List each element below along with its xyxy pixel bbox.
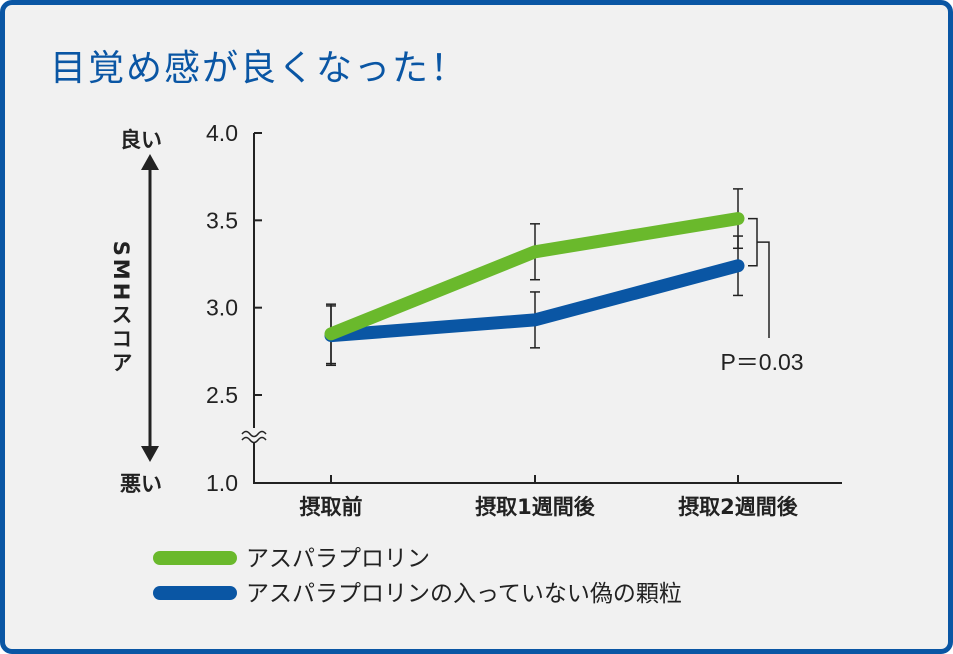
bracket-line <box>748 217 758 267</box>
y-axis-label: SMHスコア <box>109 241 133 376</box>
data-point <box>534 250 536 253</box>
x-tick-label: 摂取1週間後 <box>475 495 596 519</box>
data-point <box>330 332 332 335</box>
data-point <box>534 318 536 321</box>
y-tick-label: 3.5 <box>206 207 238 233</box>
legend-label-0: アスパラプロリン <box>246 546 430 572</box>
series-layer <box>324 188 745 367</box>
y-tick-label: 3.0 <box>206 295 238 321</box>
axes <box>253 133 842 484</box>
data-point <box>737 264 739 267</box>
y-tick-label: 2.5 <box>206 382 238 408</box>
y-tick-label: 1.0 <box>206 470 238 496</box>
direction-arrow <box>141 154 159 462</box>
y-tick-label: 4.0 <box>206 120 238 146</box>
legend: アスパラプロリン アスパラプロリンの入っていない偽の顆粒 <box>153 546 682 607</box>
axis-break-mark <box>241 428 267 444</box>
y-bottom-label: 悪い <box>120 472 162 496</box>
x-tick-label: 摂取2週間後 <box>678 495 799 519</box>
data-point <box>737 217 739 220</box>
x-ticks: 摂取前 摂取1週間後 摂取2週間後 <box>300 475 799 519</box>
bracket-stem <box>757 241 770 338</box>
significance-bracket <box>748 217 770 338</box>
y-top-label: 良い <box>120 128 162 152</box>
p-value-annotation: P＝0.03 <box>720 349 803 375</box>
chart-title: 目覚め感が良くなった！ <box>50 48 468 89</box>
y-ticks: 4.0 3.5 3.0 2.5 1.0 <box>206 120 262 496</box>
legend-label-1: アスパラプロリンの入っていない偽の顆粒 <box>246 581 682 607</box>
x-tick-label: 摂取前 <box>300 495 363 519</box>
